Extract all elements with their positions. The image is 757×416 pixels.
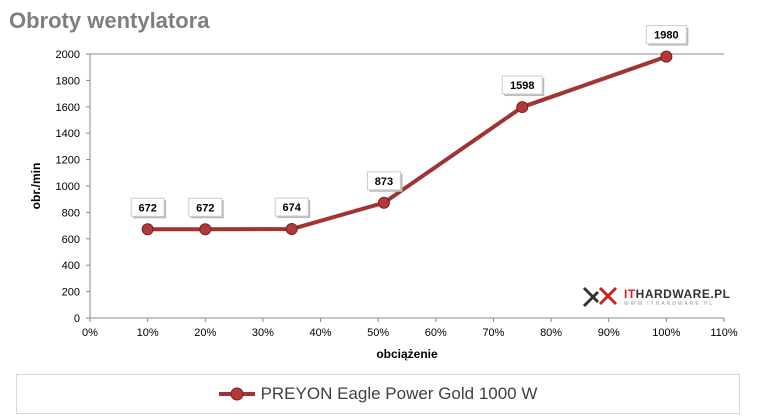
data-label: 1598 <box>510 80 534 92</box>
x-tick-label: 70% <box>482 327 504 339</box>
y-tick-label: 800 <box>62 207 80 219</box>
x-tick-label: 90% <box>598 327 620 339</box>
y-tick-label: 2000 <box>56 49 80 61</box>
x-tick-label: 50% <box>367 327 389 339</box>
x-tick-label: 100% <box>652 327 680 339</box>
watermark-logo: ITHARDWARE.PL WWW.ITHARDWARE.PL <box>580 284 731 310</box>
y-axis-title: obr./min <box>29 163 43 210</box>
data-label: 672 <box>196 202 214 214</box>
data-label-box <box>130 197 165 217</box>
x-tick-label: 60% <box>425 327 447 339</box>
y-tick-label: 1400 <box>56 128 80 140</box>
data-label: 672 <box>138 202 156 214</box>
data-label: 1980 <box>654 30 678 42</box>
data-label-box <box>645 25 687 45</box>
data-label: 873 <box>375 176 393 188</box>
x-tick-label: 40% <box>310 327 332 339</box>
y-tick-label: 1200 <box>56 155 80 167</box>
legend-label: PREYON Eagle Power Gold 1000 W <box>260 384 538 403</box>
y-tick-label: 200 <box>62 287 80 299</box>
data-point <box>516 101 529 114</box>
series-line <box>147 54 668 232</box>
x-tick-label: 110% <box>710 327 738 339</box>
data-label-box <box>274 197 309 217</box>
x-tick-label: 20% <box>194 327 216 339</box>
y-tick-label: 1000 <box>56 181 80 193</box>
logo-icon <box>582 286 618 308</box>
y-tick-label: 1600 <box>56 102 80 114</box>
data-point <box>141 223 154 236</box>
data-point <box>377 196 390 209</box>
data-point <box>285 223 298 236</box>
y-tick-label: 1800 <box>56 75 80 87</box>
data-point <box>199 223 212 236</box>
y-tick-label: 400 <box>62 260 80 272</box>
x-tick-label: 30% <box>252 327 274 339</box>
x-axis-title: obciążenie <box>376 347 438 361</box>
legend-marker <box>218 387 255 401</box>
data-label-box <box>501 75 543 95</box>
data-label: 674 <box>283 202 302 214</box>
y-tick-label: 0 <box>74 313 80 325</box>
data-label-box <box>188 197 223 217</box>
x-tick-label: 10% <box>137 327 159 339</box>
x-tick-label: 80% <box>540 327 562 339</box>
data-point <box>660 50 673 63</box>
x-tick-label: 0% <box>82 327 98 339</box>
data-label-box <box>366 171 401 191</box>
legend: PREYON Eagle Power Gold 1000 W <box>16 374 740 414</box>
chart-title: Obroty wentylatora <box>9 8 210 33</box>
y-tick-label: 600 <box>62 234 80 246</box>
